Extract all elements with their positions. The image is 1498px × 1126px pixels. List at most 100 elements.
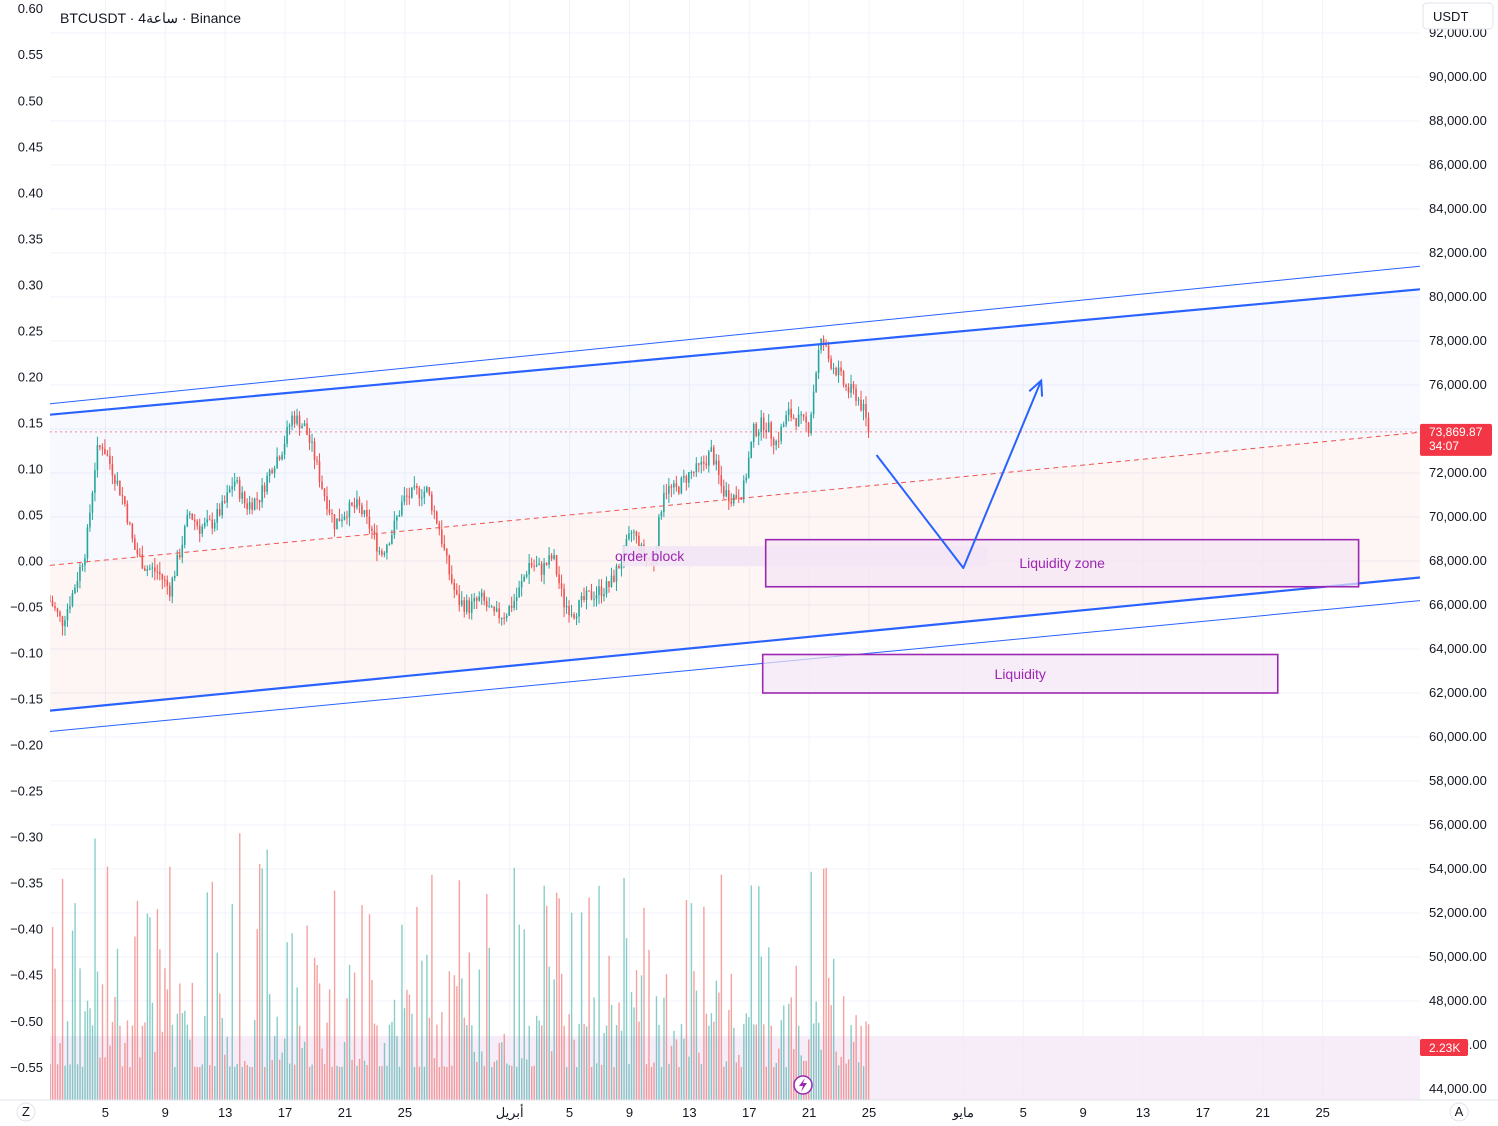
candle-body[interactable] [413,486,416,488]
candle-body[interactable] [288,425,291,428]
candle-body[interactable] [378,551,381,553]
candle-body[interactable] [296,415,298,424]
candle-body[interactable] [401,501,403,516]
candle-body[interactable] [251,502,253,510]
candle-body[interactable] [780,426,782,442]
candle-body[interactable] [361,505,363,515]
candle-body[interactable] [129,522,131,524]
candle-body[interactable] [208,519,211,521]
candle-body[interactable] [101,447,104,449]
candle-body[interactable] [213,522,216,529]
candle-body[interactable] [603,593,605,597]
candle-body[interactable] [278,456,281,460]
candle-body[interactable] [755,423,758,436]
candle-body[interactable] [49,600,51,602]
candle-body[interactable] [336,518,338,530]
candle-body[interactable] [797,414,800,427]
candle-body[interactable] [463,600,466,612]
candle-body[interactable] [59,611,61,617]
candle-body[interactable] [391,534,393,544]
candlestick-series[interactable] [49,335,870,636]
candle-body[interactable] [505,615,508,618]
candle-body[interactable] [106,454,109,456]
candle-body[interactable] [331,512,333,515]
candle-body[interactable] [81,565,84,567]
candle-body[interactable] [555,555,558,575]
candle-body[interactable] [500,617,503,619]
candle-body[interactable] [750,442,753,458]
candle-body[interactable] [707,451,710,466]
candle-body[interactable] [353,505,356,508]
candle-body[interactable] [298,415,301,429]
candle-body[interactable] [76,580,79,588]
candle-body[interactable] [548,555,550,565]
candle-body[interactable] [538,563,540,566]
candle-body[interactable] [281,454,283,460]
candle-body[interactable] [628,533,630,540]
candle-body[interactable] [193,519,196,522]
candle-body[interactable] [867,417,870,433]
candle-body[interactable] [144,568,146,571]
candle-body[interactable] [348,502,351,518]
candle-body[interactable] [805,416,807,423]
candle-body[interactable] [381,551,383,555]
candle-body[interactable] [690,472,693,474]
currency-button-label[interactable]: USDT [1433,9,1468,24]
candle-body[interactable] [173,575,176,578]
candle-body[interactable] [495,608,498,612]
candle-body[interactable] [386,544,388,553]
candle-body[interactable] [435,511,438,524]
candle-body[interactable] [618,565,620,569]
candle-body[interactable] [114,475,116,484]
candle-body[interactable] [226,492,228,503]
candle-body[interactable] [782,424,785,427]
candle-body[interactable] [525,574,528,577]
candle-body[interactable] [328,509,331,513]
candle-body[interactable] [263,485,266,492]
candle-body[interactable] [86,527,89,559]
candle-body[interactable] [840,367,842,372]
candle-body[interactable] [273,468,276,474]
candle-body[interactable] [698,463,700,465]
candle-body[interactable] [448,555,451,575]
candle-body[interactable] [124,496,126,504]
candle-body[interactable] [478,596,481,601]
candle-body[interactable] [807,422,810,434]
candle-body[interactable] [276,456,278,469]
currency-button-frame[interactable] [1422,2,1494,30]
candle-body[interactable] [223,501,226,503]
candle-body[interactable] [69,605,71,609]
candle-body[interactable] [558,574,560,584]
candle-body[interactable] [228,489,231,493]
candle-body[interactable] [812,391,815,415]
candle-body[interactable] [700,461,703,465]
candle-body[interactable] [585,590,588,601]
candle-body[interactable] [166,579,169,586]
candle-body[interactable] [198,525,201,534]
candle-body[interactable] [388,543,391,545]
left-value-axis[interactable]: 0.60 0.55 0.50 0.45 0.40 0.35 0.30 0.25 0.20 0.15… [10,1,43,1075]
candle-body[interactable] [203,522,206,527]
candle-body[interactable] [146,569,149,571]
candle-body[interactable] [633,531,635,533]
time-axis[interactable]: 5 9 13 17 21 25 أبريل 5 9 13 17 21 25 مايو 5 9 13 17 21 25 [102,1104,1330,1121]
candle-body[interactable] [480,592,483,597]
candle-body[interactable] [111,463,114,476]
lightning-icon[interactable] [793,1075,813,1095]
candle-body[interactable] [678,486,680,494]
candle-body[interactable] [722,486,725,497]
candle-body[interactable] [311,441,313,443]
candle-body[interactable] [416,486,418,489]
candle-body[interactable] [121,495,124,497]
candle-body[interactable] [126,503,129,523]
currency-button[interactable]: USDT [1422,2,1494,30]
candle-body[interactable] [71,593,74,606]
candle-body[interactable] [845,384,847,388]
candle-body[interactable] [695,463,698,473]
candle-body[interactable] [625,539,628,547]
candle-body[interactable] [54,606,56,609]
candle-body[interactable] [520,581,523,588]
candle-body[interactable] [458,594,461,606]
candle-body[interactable] [236,480,238,482]
candle-body[interactable] [822,339,825,343]
